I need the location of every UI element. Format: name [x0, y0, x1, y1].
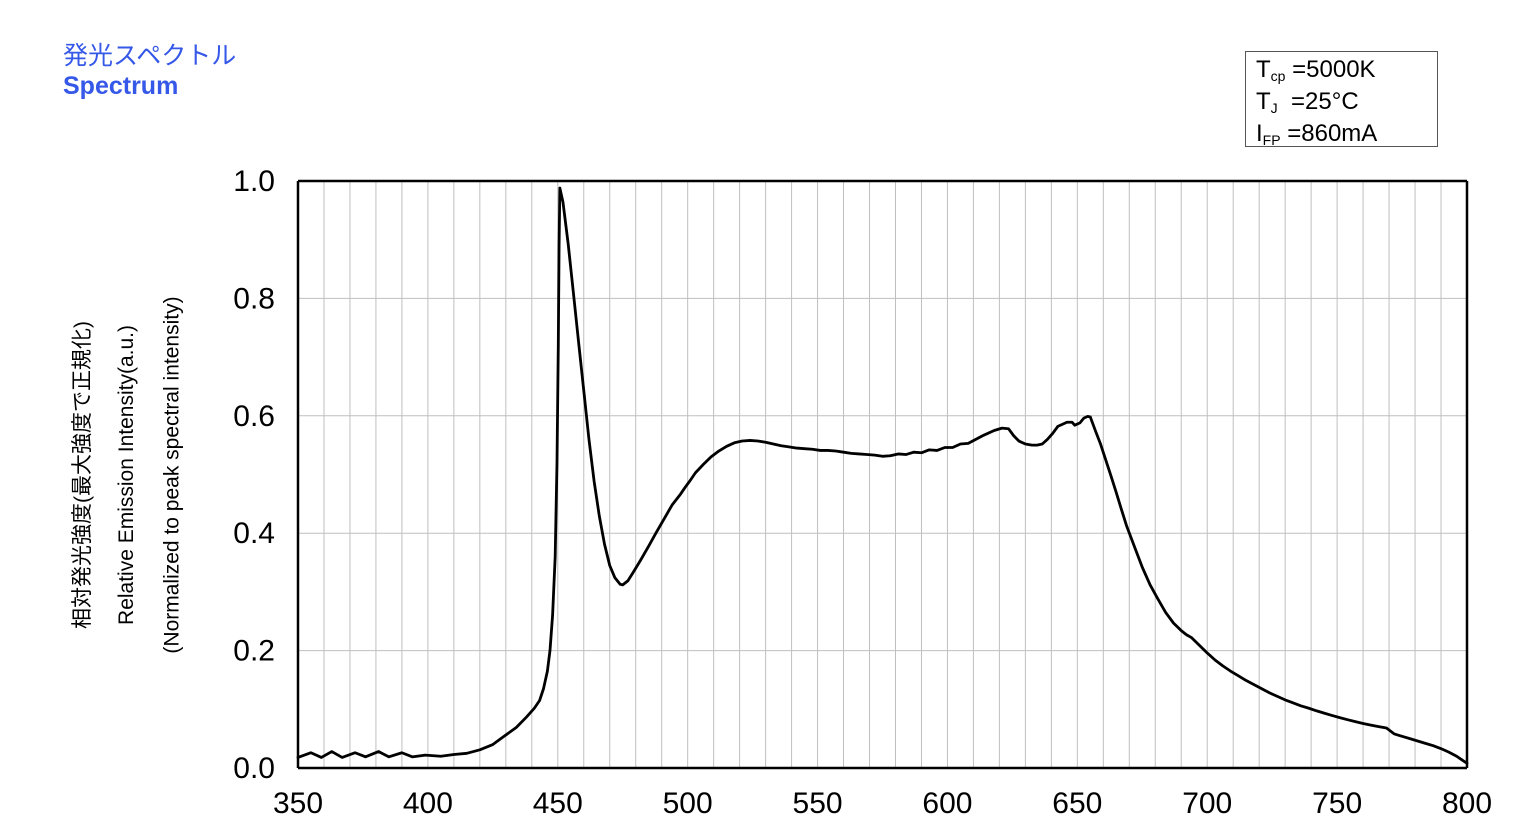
- svg-text:0.0: 0.0: [233, 752, 275, 785]
- svg-text:0.8: 0.8: [233, 282, 275, 315]
- svg-text:1.0: 1.0: [233, 165, 275, 198]
- svg-text:750: 750: [1312, 787, 1362, 820]
- svg-text:500: 500: [663, 787, 713, 820]
- svg-text:700: 700: [1182, 787, 1232, 820]
- svg-text:400: 400: [403, 787, 453, 820]
- svg-text:350: 350: [273, 787, 323, 820]
- svg-text:550: 550: [793, 787, 843, 820]
- svg-text:0.4: 0.4: [233, 517, 275, 550]
- svg-text:0.6: 0.6: [233, 400, 275, 433]
- svg-text:0.2: 0.2: [233, 635, 275, 668]
- svg-text:450: 450: [533, 787, 583, 820]
- svg-text:600: 600: [922, 787, 972, 820]
- svg-text:800: 800: [1442, 787, 1492, 820]
- svg-text:650: 650: [1052, 787, 1102, 820]
